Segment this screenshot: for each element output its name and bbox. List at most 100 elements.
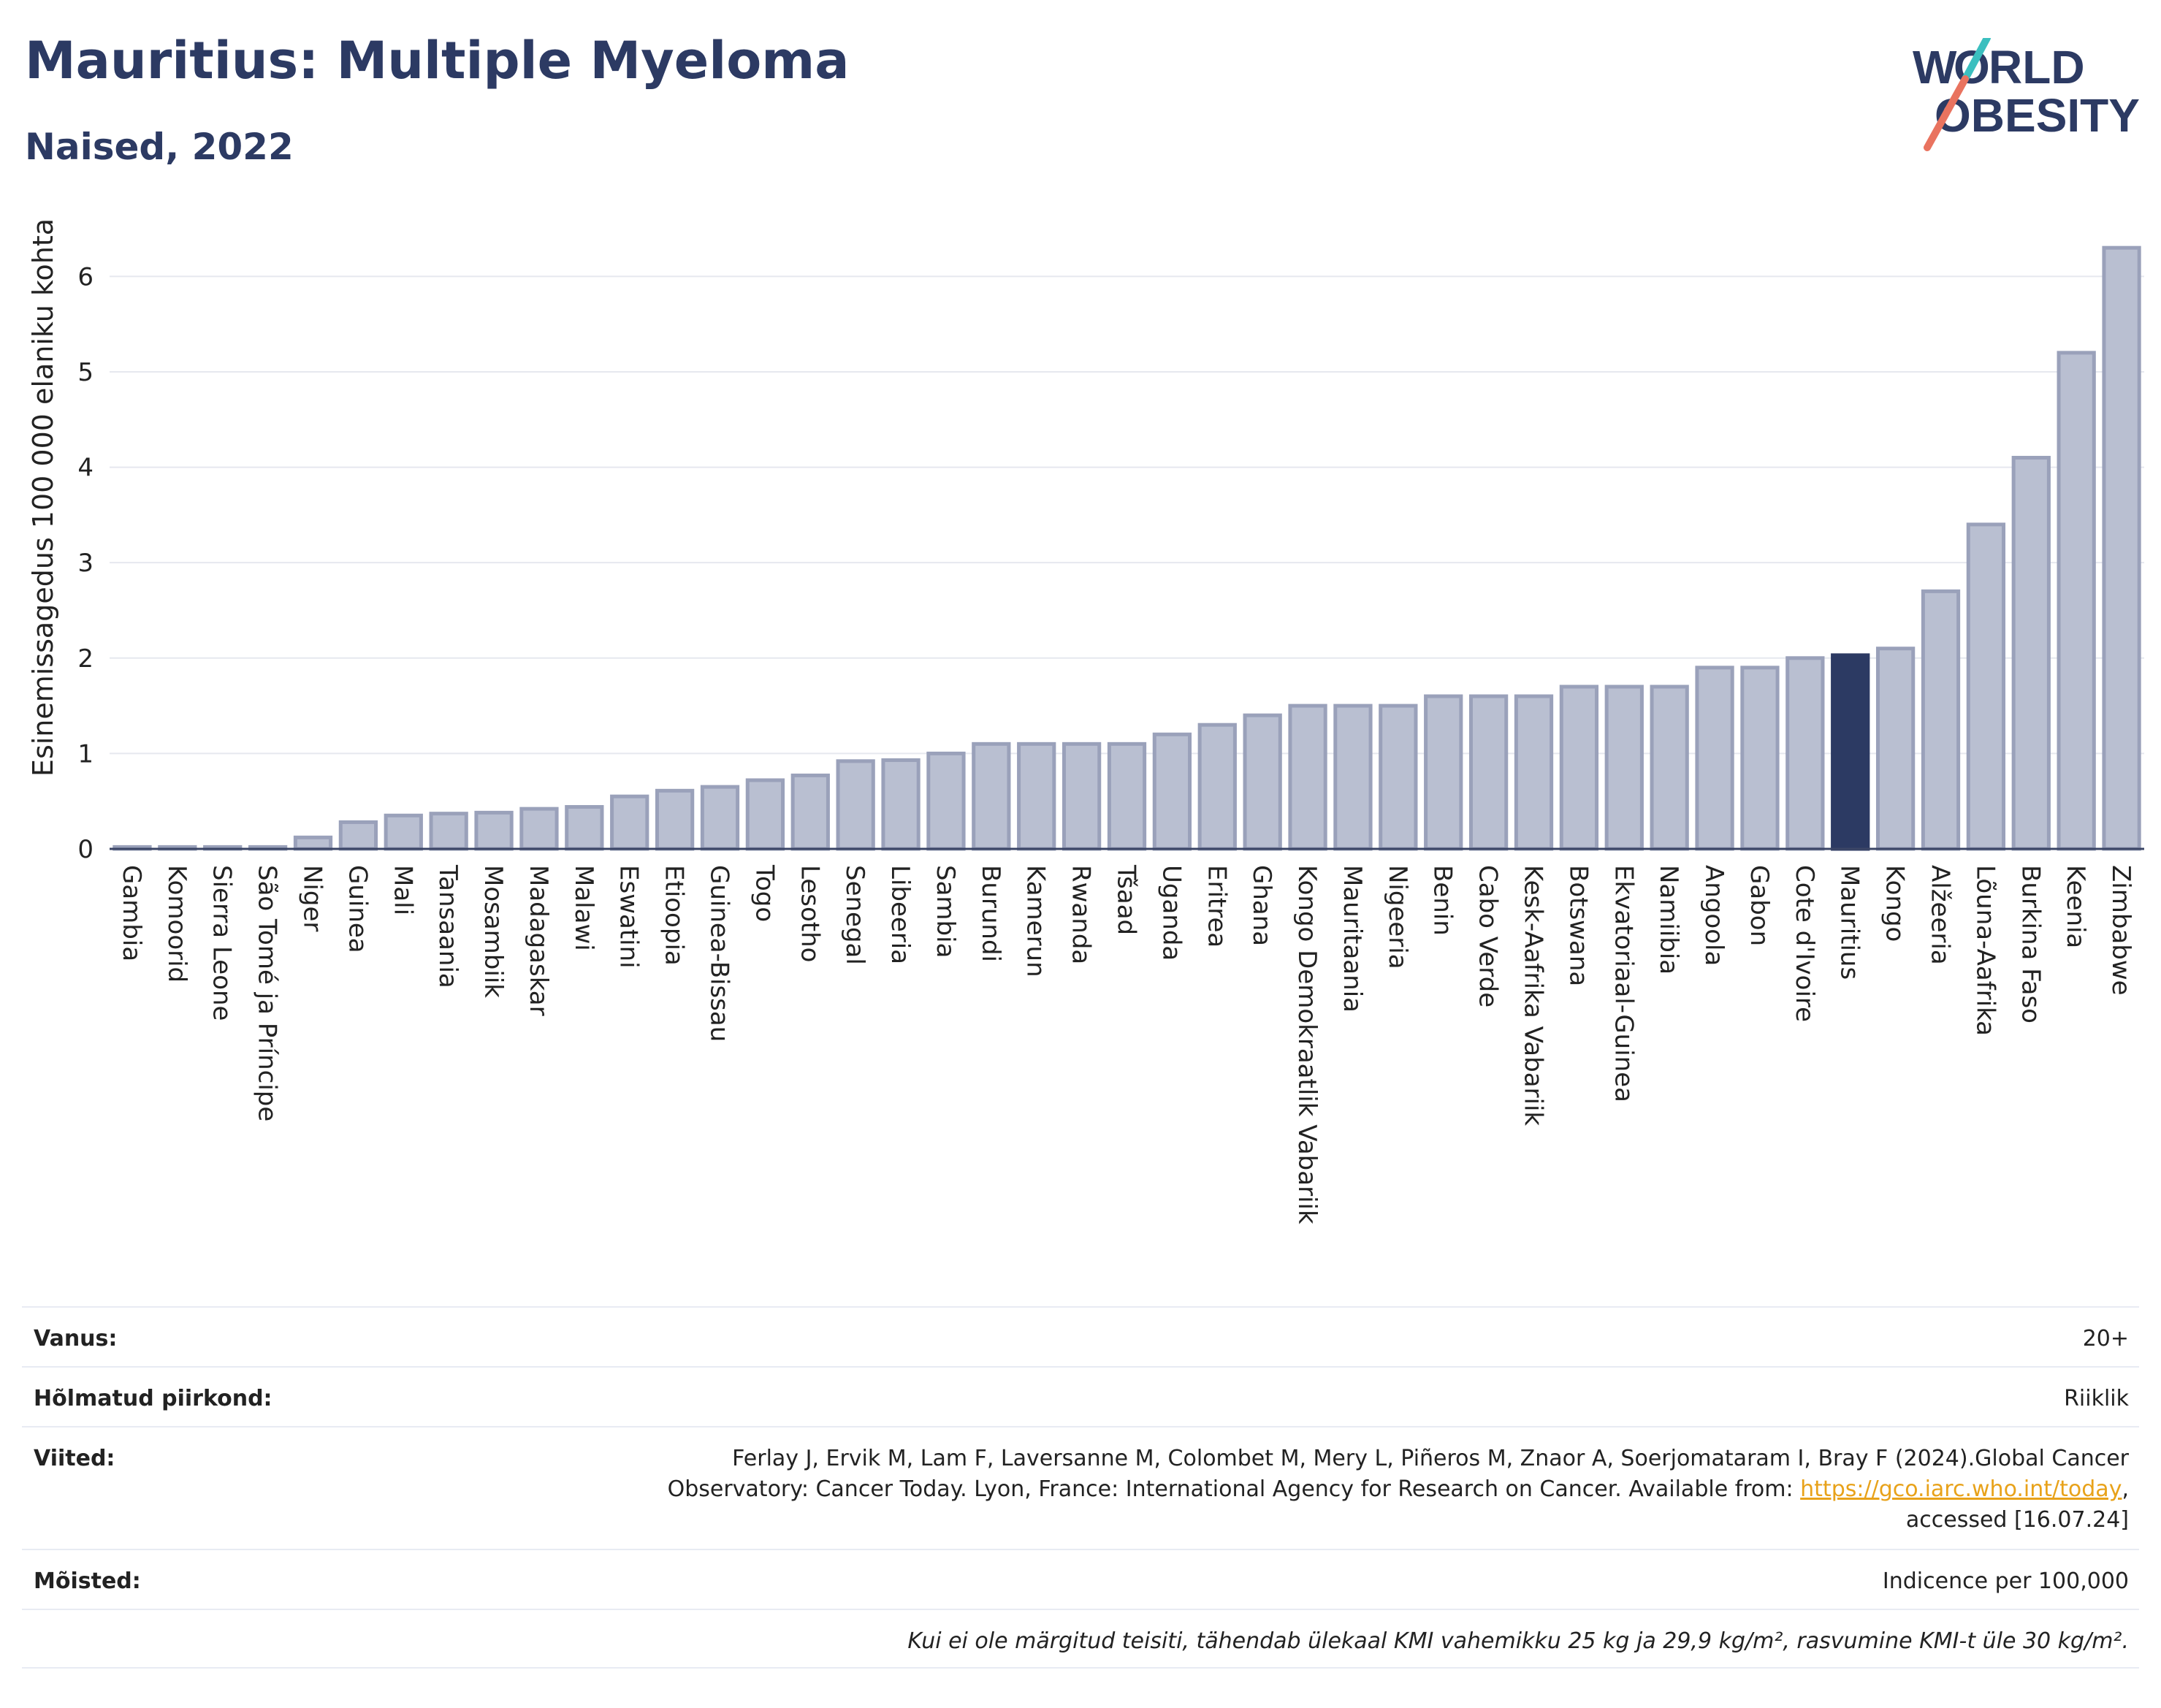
- x-tick-label: Nigeeria: [1383, 865, 1412, 969]
- bar: [1333, 704, 1373, 851]
- svg-text:W: W: [1913, 41, 1957, 94]
- bar: [1514, 694, 1554, 851]
- x-tick-label: Ghana: [1247, 865, 1276, 946]
- bar: [1062, 741, 1102, 851]
- x-tick-label: Angoola: [1699, 865, 1729, 966]
- bar: [384, 813, 423, 851]
- x-tick-label: Ekvatoriaal-Guinea: [1609, 865, 1638, 1102]
- info-row-age: Vanus: 20+: [22, 1306, 2139, 1366]
- x-tick-label: Komoorid: [162, 865, 191, 983]
- y-tick-label: 6: [77, 262, 94, 291]
- x-tick-label: Guinea-Bissau: [705, 865, 734, 1042]
- y-tick-label: 5: [77, 358, 94, 387]
- bar: [1831, 653, 1870, 851]
- region-label: Hõlmatud piirkond:: [34, 1386, 272, 1411]
- bar: [1650, 685, 1689, 851]
- bar: [565, 805, 604, 851]
- x-tick-label: Madagaskar: [524, 865, 553, 1016]
- bar: [429, 812, 468, 851]
- bar: [2102, 245, 2141, 851]
- bar: [1197, 723, 1237, 851]
- page-subtitle: Naised, 2022: [25, 126, 294, 168]
- bar: [2057, 351, 2096, 851]
- bar: [926, 751, 966, 851]
- bar: [655, 788, 695, 851]
- y-tick-label: 4: [77, 454, 94, 483]
- x-tick-label: Malawi: [569, 865, 598, 951]
- x-tick-label: Mauritaania: [1338, 865, 1367, 1013]
- x-tick-label: Lesotho: [795, 865, 824, 962]
- x-tick-label: Libeeria: [885, 865, 915, 964]
- bar: [293, 835, 333, 851]
- x-tick-label: Mauritius: [1835, 865, 1864, 980]
- svg-text:OBESITY: OBESITY: [1935, 89, 2140, 142]
- bar: [1468, 694, 1509, 851]
- definitions-value: Indicence per 100,000: [1882, 1568, 2129, 1594]
- bar: [700, 785, 740, 851]
- page-title: Mauritius: Multiple Myeloma: [25, 31, 850, 91]
- x-tick-label: Niger: [298, 865, 327, 931]
- bar: [519, 807, 559, 851]
- references-link[interactable]: https://gco.iarc.who.int/today: [1800, 1476, 2122, 1502]
- footnote: Kui ei ole märgitud teisiti, tähendab ül…: [907, 1628, 2129, 1654]
- x-tick-label: Sambia: [931, 865, 960, 958]
- x-tick-label: Benin: [1428, 865, 1457, 936]
- references-line-2: Observatory: Cancer Today. Lyon, France:…: [667, 1476, 1801, 1502]
- x-tick-label: Togo: [750, 864, 779, 922]
- region-value: Riiklik: [2064, 1386, 2129, 1411]
- x-tick-label: Senegal: [840, 865, 869, 965]
- bar: [1243, 713, 1282, 851]
- info-row-references: Viited: Ferlay J, Ervik M, Lam F, Lavers…: [22, 1426, 2139, 1549]
- info-row-region: Hõlmatud piirkond: Riiklik: [22, 1366, 2139, 1426]
- x-tick-label: Cabo Verde: [1474, 865, 1503, 1007]
- age-label: Vanus:: [34, 1326, 118, 1351]
- bar: [1966, 522, 2006, 851]
- x-tick-label: Kesk-Aafrika Vabariik: [1519, 865, 1548, 1126]
- references-value: Ferlay J, Ervik M, Lam F, Laversanne M, …: [668, 1444, 2129, 1536]
- x-tick-label: Kamerun: [1021, 865, 1051, 977]
- x-tick-label: Guinea: [343, 865, 372, 953]
- x-tick-label: Zimbabwe: [2106, 865, 2135, 996]
- bar: [1559, 685, 1599, 851]
- x-tick-label: Alžeeria: [1926, 865, 1955, 965]
- x-tick-label: Cote d'Ivoire: [1790, 865, 1819, 1022]
- references-line-3: accessed [16.07.24]: [1905, 1507, 2129, 1533]
- x-tick-label: Burundi: [976, 865, 1005, 962]
- bar: [610, 794, 649, 851]
- x-tick-label: Eritrea: [1202, 865, 1231, 948]
- x-tick-label: Burkina Faso: [2016, 865, 2045, 1023]
- definitions-label: Mõisted:: [34, 1568, 141, 1594]
- bar: [1604, 685, 1644, 851]
- bar: [1107, 741, 1147, 851]
- x-tick-label: Botswana: [1563, 865, 1593, 986]
- x-tick-label: Eswatini: [614, 865, 644, 969]
- info-row-definitions: Mõisted: Indicence per 100,000: [22, 1549, 2139, 1609]
- references-line-1: Ferlay J, Ervik M, Lam F, Laversanne M, …: [732, 1446, 2129, 1471]
- x-tick-label: Tansaania: [433, 864, 462, 988]
- bar: [1288, 704, 1327, 851]
- x-tick-label: Gambia: [117, 865, 146, 961]
- x-tick-label: Kongo: [1880, 865, 1910, 942]
- references-line-2-end: ,: [2122, 1476, 2129, 1502]
- x-tick-label: Lõuna-Aafrika: [1970, 865, 2000, 1036]
- svg-text:RLD: RLD: [1989, 41, 2085, 94]
- y-axis-label: Esinemissagedus 100 000 elaniku kohta: [27, 218, 59, 777]
- age-value: 20+: [2082, 1326, 2129, 1351]
- bar: [1921, 589, 1961, 851]
- bar: [2011, 456, 2051, 851]
- x-tick-label: Namiibia: [1654, 865, 1683, 975]
- y-tick-label: 1: [77, 739, 94, 769]
- bar: [790, 773, 830, 851]
- x-tick-label: Kongo Demokraatlik Vabariik: [1292, 865, 1322, 1224]
- x-tick-label: São Tomé ja Príncipe: [253, 865, 282, 1121]
- x-tick-label: Keenia: [2061, 865, 2090, 948]
- bar: [1695, 666, 1734, 851]
- bar: [338, 820, 378, 851]
- bar: [1424, 694, 1463, 851]
- bar: [836, 759, 875, 851]
- bar: [1785, 656, 1825, 851]
- world-obesity-logo: W O RLD OBESITY: [1913, 38, 2140, 151]
- x-tick-label: Mali: [388, 865, 417, 915]
- bar: [474, 810, 514, 851]
- y-tick-label: 0: [77, 835, 94, 864]
